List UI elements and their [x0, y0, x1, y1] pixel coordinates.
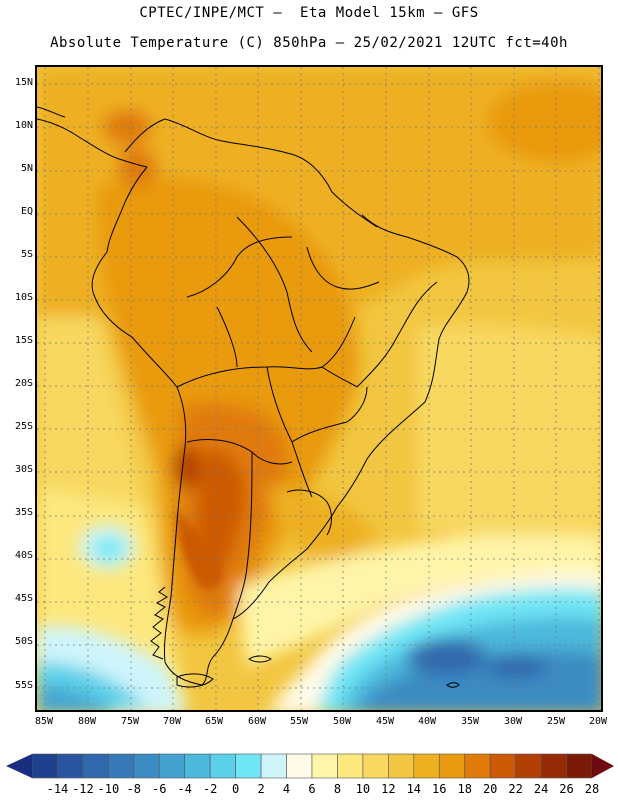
lon-label: 60W: [247, 716, 267, 727]
lat-label: 50S: [14, 636, 33, 647]
lon-label: 25W: [546, 716, 566, 727]
lat-label: 20S: [14, 378, 33, 389]
colorbar-swatch: [566, 753, 593, 779]
map-canvas: [37, 67, 601, 710]
colorbar-swatch: [489, 753, 516, 779]
colorbar-swatch: [133, 753, 160, 779]
colorbar-tick-label: -10: [97, 782, 120, 796]
lat-label: EQ: [20, 206, 33, 217]
colorbar-tick-label: -4: [177, 782, 192, 796]
colorbar-tick-label: 24: [533, 782, 549, 796]
grid-lines: [37, 67, 601, 710]
colorbar-swatch: [362, 753, 389, 779]
colorbar-swatch: [413, 753, 440, 779]
colorbar-swatch: [388, 753, 415, 779]
lon-label: 40W: [417, 716, 437, 727]
lat-label: 15S: [14, 335, 33, 346]
colorbar-tick-label: 4: [282, 782, 291, 796]
colorbar-tick-label: 18: [457, 782, 472, 796]
colorbar-swatch: [286, 753, 313, 779]
colorbar-tick-label: -6: [152, 782, 167, 796]
lon-label: 80W: [77, 716, 97, 727]
colorbar-swatch: [260, 753, 287, 779]
colorbar-swatch: [515, 753, 542, 779]
colorbar-tick-label: 26: [559, 782, 574, 796]
colorbar-swatch: [337, 753, 364, 779]
lon-label: 35W: [460, 716, 480, 727]
chart-title-line1: CPTEC/INPE/MCT – Eta Model 15km – GFS: [139, 5, 479, 21]
colorbar-swatch: [184, 753, 211, 779]
colorbar-tick-label: 2: [257, 782, 265, 796]
lon-label: 20W: [588, 716, 608, 727]
lon-label: 30W: [503, 716, 523, 727]
colorbar-tick-label: -8: [126, 782, 142, 796]
lat-label: 10N: [14, 120, 33, 131]
lat-label: 15N: [14, 77, 33, 88]
colorbar-tick-label: 12: [381, 782, 396, 796]
colorbar-swatch: [82, 753, 109, 779]
colorbar-swatch: [108, 753, 135, 779]
lat-label: 35S: [14, 507, 33, 518]
lat-label: 5N: [20, 163, 33, 174]
lon-label: 45W: [375, 716, 395, 727]
temperature-map: [35, 65, 603, 712]
colorbar-swatch: [540, 753, 567, 779]
lon-label: 75W: [120, 716, 140, 727]
colorbar-tick-label: -14: [46, 782, 69, 796]
colorbar-tick-label: -2: [202, 782, 218, 796]
colorbar-swatch: [464, 753, 491, 779]
colorbar-tick-label: 28: [584, 782, 600, 796]
colorbar-swatch: [209, 753, 236, 779]
lon-label: 70W: [162, 716, 182, 727]
lon-label: 50W: [332, 716, 352, 727]
lon-label: 85W: [34, 716, 54, 727]
colorbar-tick-label: -12: [72, 782, 94, 796]
colorbar-tick-label: 0: [232, 782, 240, 796]
colorbar-tick-label: 8: [333, 782, 342, 796]
colorbar-swatch: [438, 753, 466, 779]
colorbar-swatch: [311, 753, 338, 779]
lat-label: 5S: [20, 249, 33, 260]
temperature-field: [37, 67, 601, 710]
lat-label: 40S: [14, 550, 33, 561]
colorbar-tick-label: 16: [432, 782, 447, 796]
lon-label: 55W: [289, 716, 309, 727]
colorbar-swatch: [31, 753, 58, 779]
colorbar-tick-label: 14: [406, 782, 422, 796]
chart-title-line2: Absolute Temperature (C) 850hPa – 25/02/…: [50, 35, 568, 51]
lon-label: 65W: [204, 716, 224, 727]
colorbar-low-arrow: [6, 754, 32, 778]
coastlines: [37, 106, 470, 688]
lat-label: 45S: [14, 593, 33, 604]
colorbar-tick-label: 10: [355, 782, 371, 796]
lat-label: 25S: [14, 421, 33, 432]
lat-label: 30S: [14, 464, 33, 475]
colorbar-tick-label: 22: [508, 782, 523, 796]
colorbar-high-arrow: [592, 754, 614, 778]
lat-label: 10S: [14, 292, 33, 303]
colorbar-swatch: [235, 753, 262, 779]
colorbar-tick-label: 20: [482, 782, 498, 796]
colorbar-swatch: [158, 753, 186, 779]
colorbar-swatch: [57, 753, 84, 779]
colorbar-tick-label: 6: [308, 782, 316, 796]
colorbar: [6, 753, 614, 779]
lat-label: 55S: [14, 680, 33, 691]
